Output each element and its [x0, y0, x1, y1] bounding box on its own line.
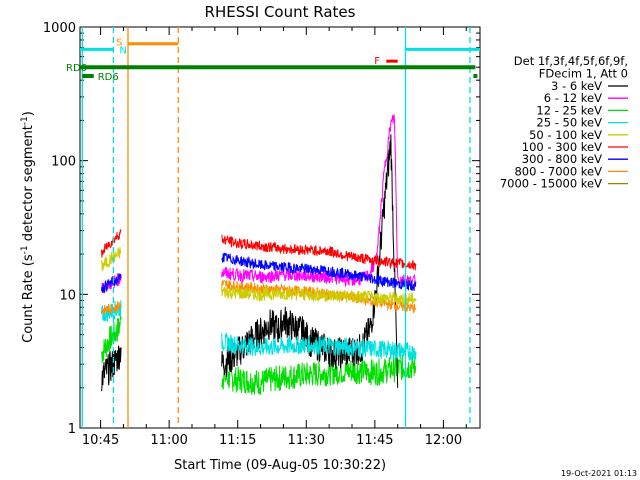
night-label: N — [119, 45, 126, 56]
series-line-6-12-kev — [221, 114, 417, 288]
saa-label: S — [116, 38, 122, 49]
legend-entry-label: 50 - 100 keV — [529, 128, 602, 142]
x-tick-label: 11:15 — [219, 433, 256, 448]
legend-entry-label: 7000 - 15000 keV — [500, 177, 602, 191]
y-tick-label: 10 — [59, 288, 76, 303]
legend-entry-label: 25 - 50 keV — [536, 116, 602, 130]
rd6-label: RD6 — [66, 63, 87, 74]
x-tick-label: 11:30 — [288, 433, 325, 448]
series-line-50-100-kev — [221, 286, 417, 307]
series-line-3-6-kev — [101, 345, 122, 392]
y-tick-label: 1 — [68, 422, 76, 437]
legend-entry-label: 12 - 25 keV — [536, 103, 602, 117]
rd6-end-marker — [473, 73, 478, 78]
series-line-800-7000-kev — [101, 301, 122, 316]
series-line-300-800-kev — [101, 272, 122, 294]
series-line-12-25-kev — [221, 354, 417, 395]
series-line-100-300-kev — [101, 229, 122, 258]
legend-entry-label: 300 - 800 keV — [522, 152, 602, 166]
legend-header: Det 1f,3f,4f,5f,6f,9f, — [514, 54, 628, 68]
y-tick-label: 1000 — [43, 21, 76, 36]
flare-label: F — [374, 56, 380, 67]
legend-header: FDecim 1, Att 0 — [539, 67, 628, 81]
legend-entry-label: 100 - 300 keV — [522, 140, 602, 154]
legend-entry-label: 800 - 7000 keV — [514, 164, 602, 178]
series-line-100-300-kev — [221, 234, 417, 271]
chart-title: RHESSI Count Rates — [205, 3, 356, 21]
timestamp: 19-Oct-2021 01:13 — [561, 469, 637, 478]
plot-frame — [79, 26, 481, 429]
rd6-label: RD6 — [98, 72, 119, 83]
x-tick-label: 10:45 — [82, 433, 119, 448]
series-line-300-800-kev — [221, 252, 417, 291]
x-tick-label: 11:45 — [356, 433, 393, 448]
series-line-50-100-kev — [101, 247, 122, 272]
legend-entry-label: 6 - 12 keV — [544, 91, 602, 105]
legend-entry-label: 3 - 6 keV — [551, 79, 602, 93]
x-axis-label: Start Time (09-Aug-05 10:30:22) — [174, 458, 386, 473]
series-line-25-50-kev — [221, 332, 417, 361]
y-tick-label: 100 — [51, 155, 76, 170]
legend: Det 1f,3f,4f,5f,6f,9f,FDecim 1, Att 03 -… — [500, 54, 628, 191]
x-tick-label: 11:00 — [150, 433, 187, 448]
x-tick-label: 12:00 — [425, 433, 462, 448]
y-axis-label: Count Rate (s-1 detector segment-1) — [20, 111, 36, 343]
series-line-12-25-kev — [101, 315, 122, 363]
